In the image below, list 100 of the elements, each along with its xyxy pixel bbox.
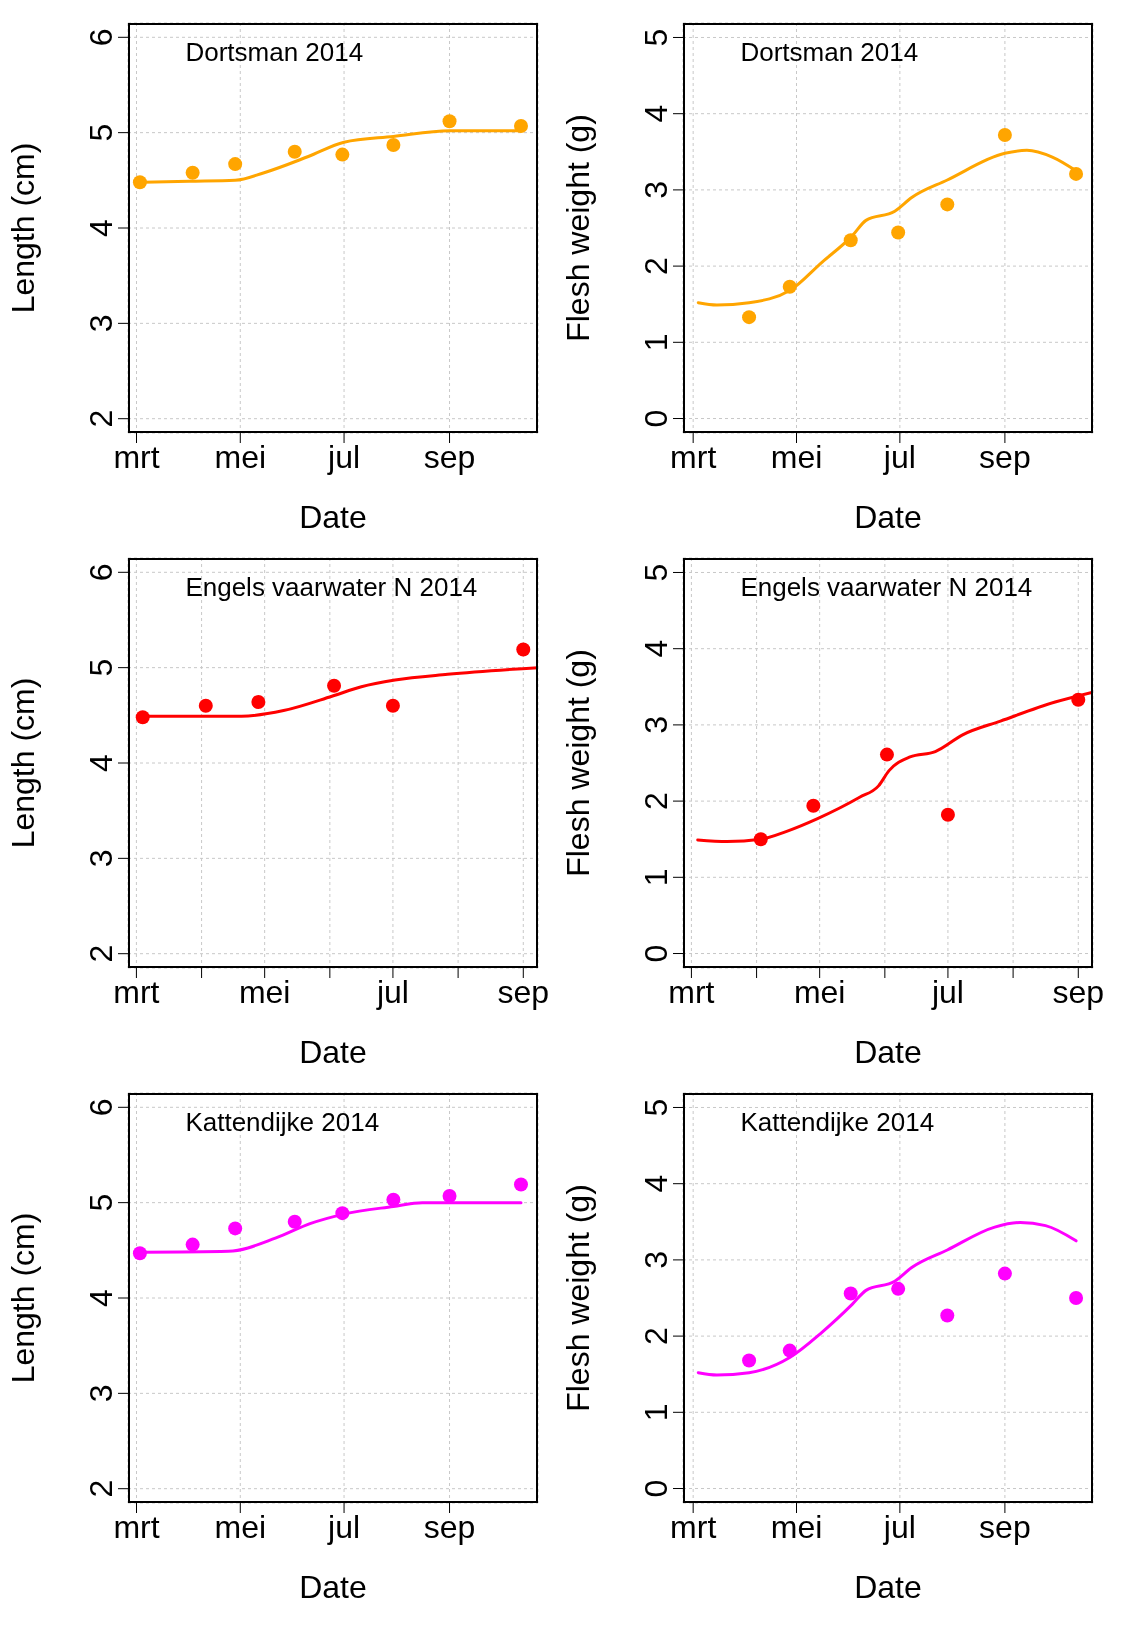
point (940, 197, 955, 212)
point (442, 1188, 457, 1203)
text: Kattendijke 2014 (740, 1107, 935, 1138)
y-tick-label: 4 (83, 219, 119, 237)
y-tick-label: 4 (83, 754, 119, 772)
x-tick-label: jul (327, 438, 361, 475)
y-tick-label: 3 (638, 1251, 674, 1269)
point (386, 1192, 401, 1207)
point (251, 694, 266, 709)
x-tick-label: sep (423, 438, 476, 475)
y-tick-label: 5 (638, 563, 674, 582)
y-tick-label: 3 (638, 716, 674, 734)
x-axis-title: Date (299, 1569, 367, 1605)
y-axis-title: Length (cm) (5, 677, 42, 849)
y-tick-label: 0 (638, 1479, 674, 1498)
x-tick-label: mrt (113, 1508, 160, 1545)
x-tick-label: jul (882, 438, 916, 475)
y-tick-label: 1 (638, 333, 674, 352)
y-tick-label: 5 (83, 123, 119, 142)
point (135, 710, 150, 725)
point (843, 233, 858, 248)
x-tick-label: mrt (113, 973, 160, 1010)
x-axis-title: Date (299, 1034, 367, 1070)
x-axis-title: Date (854, 1034, 922, 1070)
y-tick-label: 6 (83, 28, 119, 47)
y-tick-label: 3 (638, 181, 674, 199)
point (940, 807, 955, 822)
text: Kattendijke 2014 (185, 1107, 380, 1138)
x-tick-label: jul (930, 973, 964, 1010)
x-tick-label: jul (327, 1508, 361, 1545)
point (198, 698, 213, 713)
x-axis-title: Date (854, 499, 922, 535)
x-tick-label: mei (214, 1508, 267, 1545)
x-axis-title: Date (299, 499, 367, 535)
point (516, 642, 531, 657)
point (997, 128, 1012, 143)
point (1071, 692, 1086, 707)
y-tick-label: 0 (638, 409, 674, 428)
x-tick-label: mrt (670, 1508, 717, 1545)
point (1069, 166, 1084, 181)
point (228, 157, 243, 172)
point (287, 144, 302, 159)
y-tick-label: 6 (83, 563, 119, 582)
y-tick-label: 3 (83, 314, 119, 333)
point (327, 678, 342, 693)
x-tick-label: jul (375, 973, 409, 1010)
point (132, 175, 147, 190)
y-tick-label: 3 (83, 1384, 119, 1403)
point (742, 310, 757, 325)
x-tick-label: mei (770, 1508, 823, 1545)
y-tick-label: 1 (638, 1403, 674, 1422)
x-tick-label: mrt (668, 973, 715, 1010)
x-axis-title: Date (854, 1569, 922, 1605)
x-tick-label: sep (423, 1508, 476, 1545)
y-tick-label: 4 (83, 1289, 119, 1307)
point (782, 279, 797, 294)
y-tick-label: 0 (638, 944, 674, 963)
point (385, 698, 400, 713)
point (782, 1343, 797, 1358)
y-tick-label: 4 (638, 1174, 674, 1193)
y-tick-label: 4 (638, 104, 674, 123)
y-tick-label: 2 (83, 1479, 119, 1498)
point (132, 1246, 147, 1261)
point (228, 1221, 243, 1236)
x-tick-label: mrt (113, 438, 160, 475)
y-axis-title: Flesh weight (g) (560, 114, 597, 342)
y-tick-label: 2 (638, 257, 674, 275)
y-tick-label: 5 (638, 1098, 674, 1117)
x-tick-label: mei (214, 438, 267, 475)
y-axis-title: Length (cm) (5, 1212, 42, 1384)
text: Dortsman 2014 (740, 37, 919, 68)
y-axis-title: Flesh weight (g) (560, 649, 597, 877)
y-tick-label: 1 (638, 868, 674, 887)
y-tick-label: 4 (638, 639, 674, 658)
point (386, 138, 401, 153)
point (185, 1237, 200, 1252)
x-tick-label: sep (979, 1508, 1031, 1545)
x-tick-label: mrt (670, 438, 717, 475)
x-tick-label: mei (793, 973, 846, 1010)
y-tick-label: 5 (83, 658, 119, 677)
x-tick-label: mei (238, 973, 291, 1010)
y-tick-label: 2 (83, 944, 119, 963)
point (879, 747, 894, 762)
x-tick-label: sep (1052, 973, 1105, 1010)
text: Dortsman 2014 (185, 37, 364, 68)
y-axis-title: Length (cm) (5, 142, 42, 314)
point (1069, 1291, 1084, 1305)
x-tick-label: sep (979, 438, 1031, 475)
point (891, 225, 906, 240)
y-tick-label: 3 (83, 849, 119, 868)
x-tick-label: sep (497, 973, 550, 1010)
point (742, 1353, 757, 1368)
text: Engels vaarwater N 2014 (185, 572, 478, 603)
point (513, 118, 528, 133)
text: Engels vaarwater N 2014 (740, 572, 1033, 603)
point (843, 1286, 858, 1301)
y-axis-title: Flesh weight (g) (560, 1184, 597, 1412)
point (335, 1206, 350, 1221)
x-tick-label: jul (882, 1508, 916, 1545)
y-tick-label: 6 (83, 1098, 119, 1117)
